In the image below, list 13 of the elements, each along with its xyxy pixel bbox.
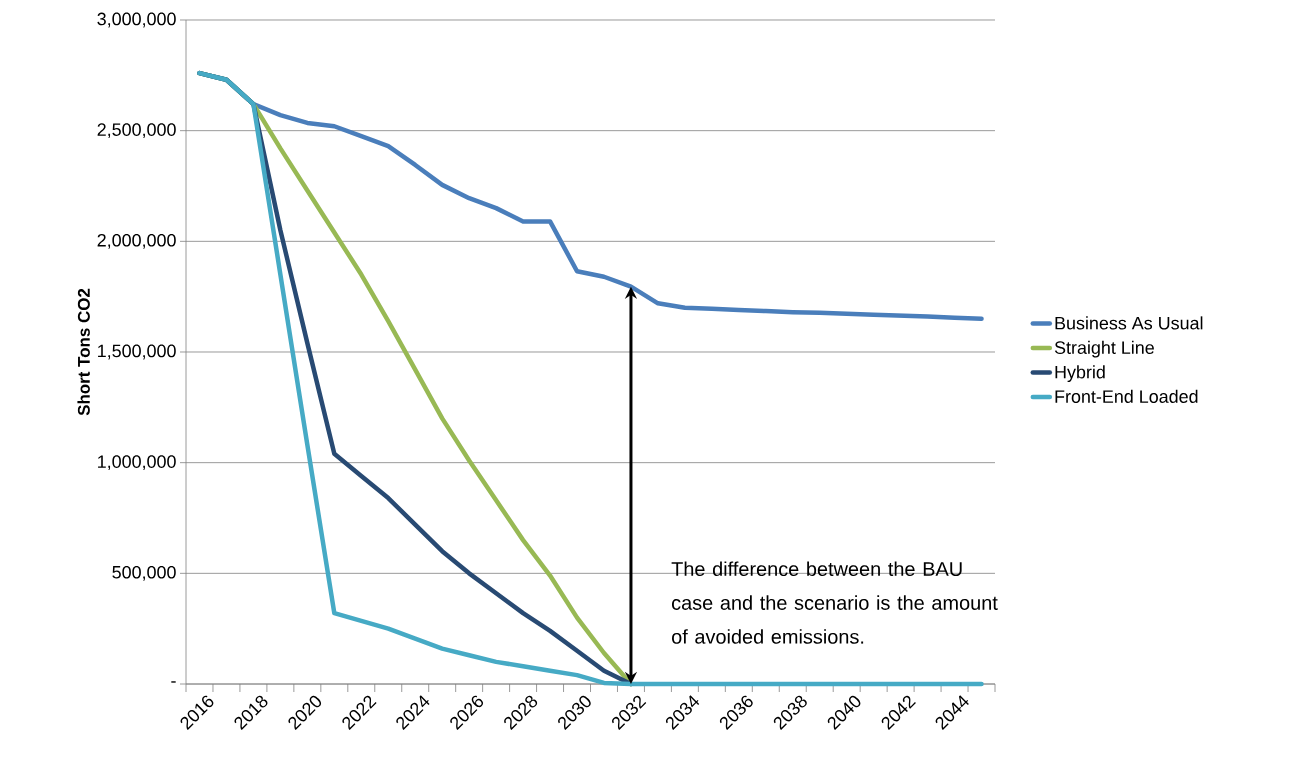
y-tick-label: - [171,681,176,683]
y-tick-label: 2,500,000 [97,123,176,139]
legend-label: Hybrid [1055,365,1105,382]
y-tick-label: 1,000,000 [98,455,176,471]
y-tick-label: 3,000,000 [97,12,176,28]
legend-label: Business As Usual [1055,316,1203,330]
y-tick-label: 1,500,000 [98,344,176,360]
annotation: The difference between the BAU case and the scenario is the amount of avoided emissions. [671,561,998,644]
y-axis-title: Short Tons CO2 [77,288,90,416]
y-tick-label: 500,000 [112,565,176,581]
legend-label: Straight Line [1054,340,1154,358]
legend-label: Front-End Loaded [1055,389,1198,403]
y-tick-label: 2,000,000 [97,233,176,249]
